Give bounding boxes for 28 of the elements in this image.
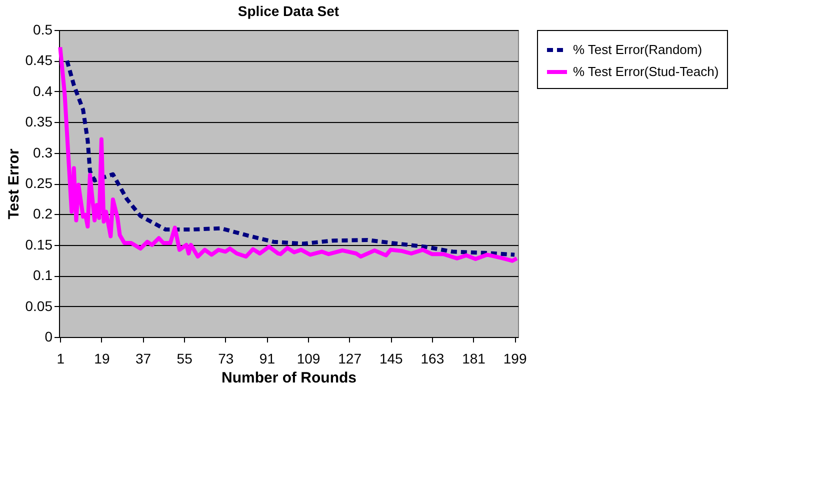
x-tick-label: 181 — [462, 350, 486, 366]
y-tick-label: 0.15 — [25, 236, 53, 252]
y-tick-label: 0.45 — [25, 52, 53, 68]
x-tick-label: 19 — [94, 350, 110, 366]
y-tick-label: 0 — [44, 328, 53, 344]
x-tick-label: 163 — [420, 350, 444, 366]
legend-label: % Test Error(Random) — [573, 42, 702, 57]
y-tick-label: 0.05 — [25, 298, 53, 314]
y-tick-label: 0.2 — [33, 206, 53, 222]
y-tick-label: 0.5 — [33, 22, 53, 38]
x-tick-label: 91 — [259, 350, 276, 366]
x-tick-label: 127 — [338, 350, 362, 366]
y-tick-label: 0.35 — [25, 114, 53, 130]
x-tick-label: 199 — [503, 350, 527, 366]
y-tick-label: 0.4 — [33, 82, 53, 99]
x-axis-title: Number of Rounds — [222, 370, 356, 386]
x-tick-label: 145 — [379, 350, 404, 366]
y-tick-label: 0.25 — [25, 175, 53, 191]
y-tick-label: 0.3 — [33, 144, 53, 160]
x-tick-label: 37 — [135, 350, 152, 366]
x-tick-label: 55 — [176, 350, 193, 366]
x-tick-label: 109 — [296, 350, 320, 366]
chart-title: Splice Data Set — [238, 3, 340, 19]
x-tick-label: 73 — [218, 350, 234, 366]
y-tick-label: 0.1 — [33, 267, 53, 284]
x-tick-label: 1 — [56, 350, 65, 366]
y-axis-title: Test Error — [5, 148, 22, 220]
legend-label: % Test Error(Stud-Teach) — [573, 64, 719, 79]
